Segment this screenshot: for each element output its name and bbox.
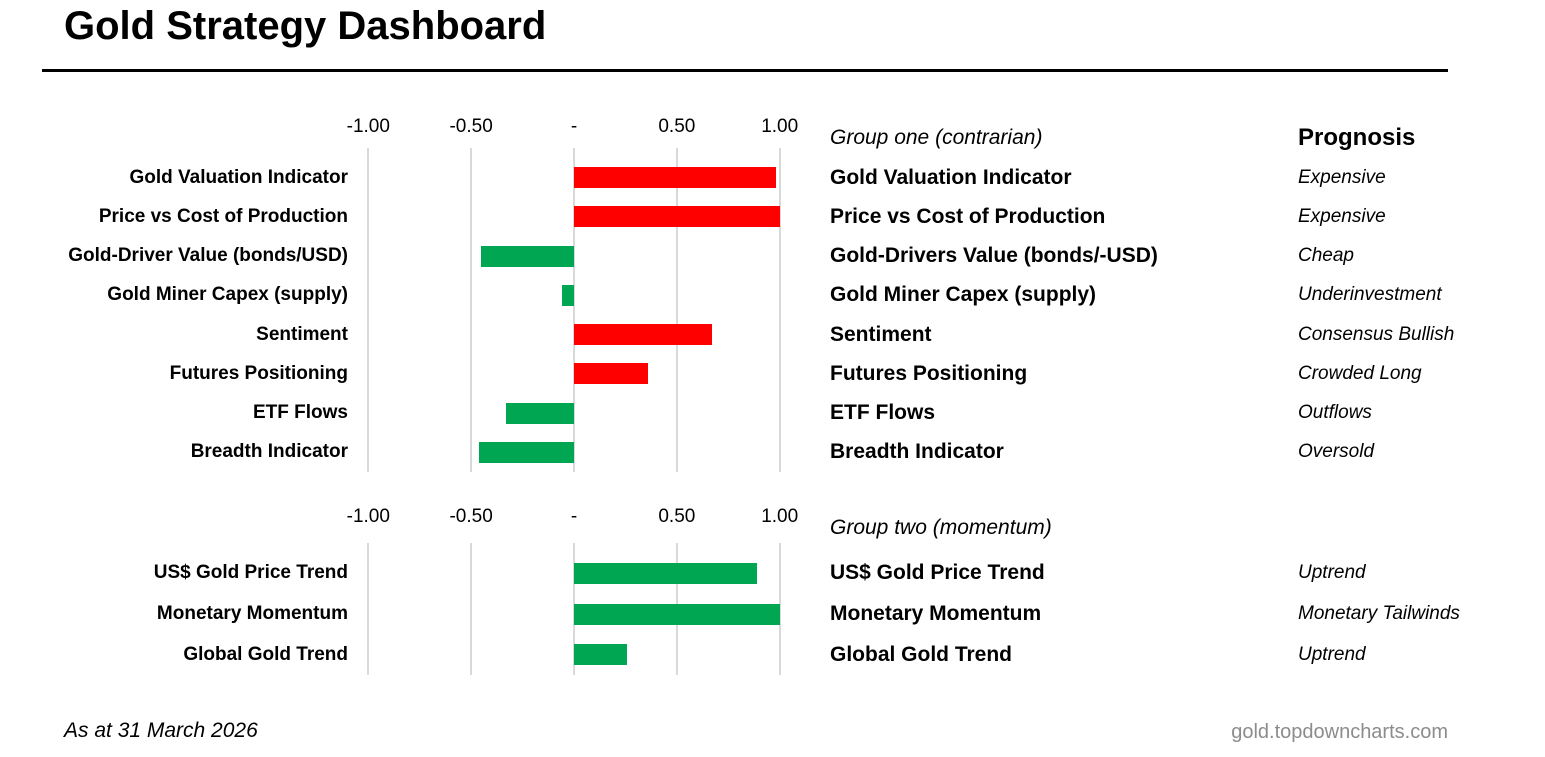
- gridline: [778, 543, 781, 675]
- legend-name: Gold Miner Capex (supply): [830, 283, 1097, 307]
- legend-name: Futures Positioning: [830, 361, 1028, 385]
- gridline: [367, 148, 370, 472]
- prognosis-column-header: Prognosis: [1298, 124, 1416, 151]
- legend-name: Breadth Indicator: [830, 440, 1004, 464]
- gridline: [675, 148, 678, 472]
- axis-tick-label: -: [570, 506, 578, 527]
- bar: [574, 644, 628, 666]
- axis-tick-label: 1.00: [761, 506, 799, 527]
- gridline: [573, 148, 575, 472]
- gridline: [470, 148, 473, 472]
- gridline: [778, 148, 781, 472]
- axis-tick-label: -1.00: [346, 506, 390, 527]
- legend-prognosis: Outflows: [1298, 402, 1372, 424]
- chart-section-group-one: -1.00 -0.50-0.50 1.00 Gold Valuation Indica…: [0, 116, 1545, 472]
- bar: [479, 441, 574, 463]
- legend-name: ETF Flows: [830, 401, 935, 425]
- category-label: Monetary Momentum: [156, 602, 348, 624]
- legend-name: Monetary Momentum: [830, 601, 1042, 625]
- legend-prognosis: Expensive: [1298, 205, 1386, 227]
- axis-tick-label: -1.00: [346, 116, 390, 137]
- plot-area: [358, 543, 790, 675]
- category-label: Futures Positioning: [169, 362, 348, 384]
- as-at-date: As at 31 March 2026: [64, 719, 258, 742]
- bar: [574, 562, 758, 584]
- axis-tick-label: -0.50: [449, 116, 493, 137]
- category-label: Gold-Driver Value (bonds/USD): [68, 245, 348, 267]
- gridline: [470, 543, 473, 675]
- legend-name: Global Gold Trend: [830, 642, 1013, 666]
- category-label: Breadth Indicator: [190, 441, 348, 463]
- legend-prognosis: Uptrend: [1298, 562, 1366, 584]
- category-label: Price vs Cost of Production: [98, 205, 348, 227]
- legend-prognosis: Oversold: [1298, 441, 1375, 463]
- category-label: Sentiment: [256, 323, 348, 345]
- axis-label-row: -1.00 -0.50-0.50 1.00: [347, 506, 799, 534]
- plot-area: [358, 148, 790, 472]
- legend-prognosis: Monetary Tailwinds: [1298, 602, 1460, 624]
- source-text: gold.topdowncharts.com: [1231, 720, 1448, 743]
- bar: [574, 324, 712, 346]
- legend-prognosis: Expensive: [1298, 166, 1386, 188]
- bar: [506, 402, 574, 424]
- legend-name: Price vs Cost of Production: [830, 204, 1106, 228]
- bar: [574, 363, 649, 385]
- axis-tick-label: -: [570, 116, 578, 137]
- bar: [481, 245, 574, 267]
- bar: [574, 167, 776, 189]
- legend-prognosis: Underinvestment: [1298, 284, 1442, 306]
- page-title: Gold Strategy Dashboard: [64, 4, 547, 48]
- legend-name: US$ Gold Price Trend: [830, 561, 1045, 585]
- legend-prognosis: Crowded Long: [1298, 362, 1422, 384]
- category-label: US$ Gold Price Trend: [153, 562, 348, 584]
- legend-prognosis: Uptrend: [1298, 643, 1366, 665]
- legend-name: Sentiment: [830, 322, 932, 346]
- axis-tick-label: 1.00: [761, 116, 799, 137]
- bar: [574, 206, 780, 228]
- axis-label-row: -1.00 -0.50-0.50 1.00: [347, 116, 799, 144]
- bar: [561, 284, 574, 306]
- axis-tick-label: 0.50: [658, 506, 696, 527]
- title-divider: [42, 69, 1448, 72]
- axis-tick-label: -0.50: [449, 506, 493, 527]
- category-label: Gold Miner Capex (supply): [107, 284, 348, 306]
- group-header: Group one (contrarian): [830, 126, 1043, 149]
- category-label: Global Gold Trend: [183, 643, 348, 665]
- category-label: Gold Valuation Indicator: [129, 166, 348, 188]
- group-header: Group two (momentum): [830, 516, 1052, 539]
- chart-section-group-two: -1.00 -0.50-0.50 1.00 US$ Gold Price Trend M…: [0, 506, 1545, 678]
- legend-prognosis: Consensus Bullish: [1298, 323, 1455, 345]
- bar: [574, 603, 780, 625]
- category-label: ETF Flows: [253, 402, 348, 424]
- legend-name: Gold Valuation Indicator: [830, 165, 1072, 189]
- legend-prognosis: Cheap: [1298, 245, 1354, 267]
- legend-name: Gold-Drivers Value (bonds/-USD): [830, 244, 1158, 268]
- gridline: [367, 543, 370, 675]
- axis-tick-label: 0.50: [658, 116, 696, 137]
